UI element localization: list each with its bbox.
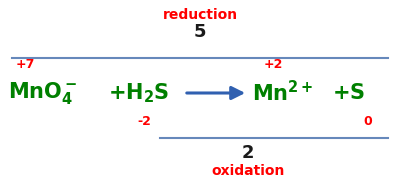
Text: 0: 0 xyxy=(364,115,372,128)
Text: 2: 2 xyxy=(242,144,254,162)
Text: $\mathbf{MnO_4^-}$: $\mathbf{MnO_4^-}$ xyxy=(8,80,77,106)
Text: $\mathbf{+ S}$: $\mathbf{+ S}$ xyxy=(332,83,365,103)
Text: +7: +7 xyxy=(16,58,35,71)
Text: reduction: reduction xyxy=(162,8,238,22)
Text: +2: +2 xyxy=(264,58,283,71)
Text: $\mathbf{Mn^{2+}}$: $\mathbf{Mn^{2+}}$ xyxy=(252,80,314,106)
Text: $\mathbf{+ H_2S}$: $\mathbf{+ H_2S}$ xyxy=(108,81,170,105)
Text: -2: -2 xyxy=(137,115,151,128)
Text: 5: 5 xyxy=(194,23,206,41)
Text: oxidation: oxidation xyxy=(211,164,285,178)
